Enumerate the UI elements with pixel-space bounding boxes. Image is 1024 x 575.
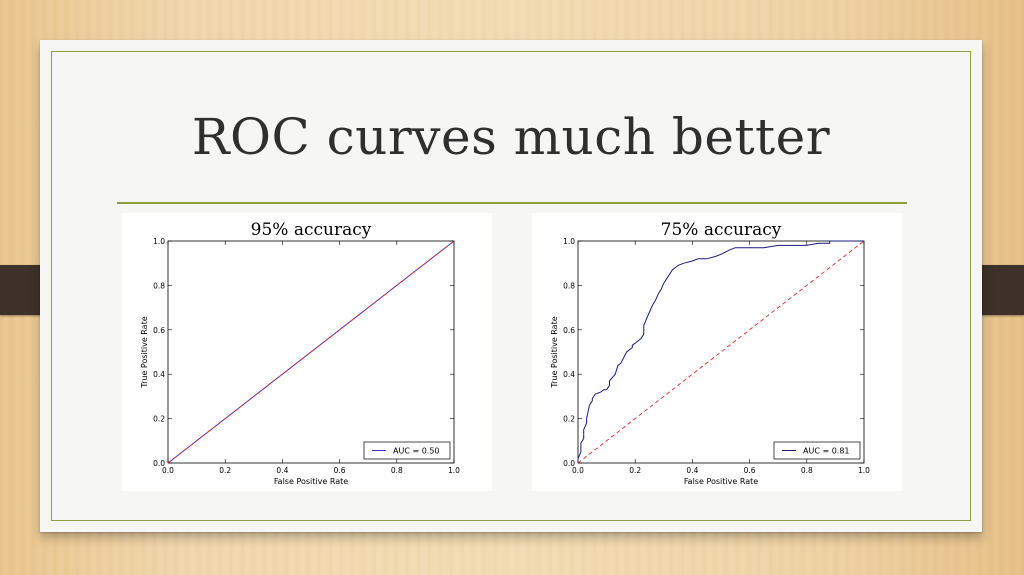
chart1-y-tick-label: 0.8 — [153, 281, 165, 290]
chart1-x-tick-label: 1.0 — [448, 466, 460, 475]
chart2-legend-box — [773, 441, 861, 460]
chart1-x-tick-label: 0.4 — [276, 466, 288, 475]
chart1-series-chance-line — [167, 240, 455, 464]
chart2-series-roc-curve — [577, 240, 864, 463]
chart2-y-tick-label: 0.2 — [563, 415, 575, 424]
chart2-y-tick-label: 0.0 — [563, 459, 575, 468]
chart1-y-tick-label: 0.6 — [153, 326, 165, 335]
chart1-y-tick-label: 1.0 — [153, 237, 165, 246]
slide-title: ROC curves much better — [191, 108, 831, 166]
roc-chart-2-svg: 75% accuracy 0.0 0.2 0.4 0.6 0.8 1.0 0.0 0.2 0.4 0… — [550, 220, 870, 486]
chart2-x-tick-label: 0.4 — [686, 466, 698, 475]
chart1-x-tick-label: 0.0 — [162, 466, 174, 475]
roc-chart-1: 95% accuracy 0.0 0.2 0.4 0.6 0.8 1.0 0.0 0.2 0.4 0… — [122, 213, 492, 491]
chart2-title: 75% accuracy — [661, 220, 782, 240]
chart2-y-tick-label: 1.0 — [563, 237, 575, 246]
chart1-x-tick-label: 0.8 — [391, 466, 403, 475]
slide-border — [51, 51, 971, 521]
chart2-y-tick-label: 0.6 — [563, 326, 575, 335]
chart1-x-tick-label: 0.2 — [219, 466, 231, 475]
chart2-y-tick-label: 0.4 — [563, 370, 575, 379]
chart2-series-chance-line — [577, 240, 865, 464]
chart2-x-axis-label: False Positive Rate — [684, 477, 758, 486]
chart1-legend-label: AUC = 0.50 — [393, 447, 440, 456]
chart1-x-tick-label: 0.6 — [334, 466, 346, 475]
chart1-y-axis-label: True Positive Rate — [140, 316, 149, 388]
title-rule — [117, 202, 907, 204]
chart2-legend-label: AUC = 0.81 — [803, 447, 850, 456]
chart2-x-tick-label: 0.0 — [572, 466, 584, 475]
chart2-x-tick-label: 1.0 — [858, 466, 870, 475]
chart2-x-tick-label: 0.8 — [801, 466, 813, 475]
roc-chart-1-svg: 95% accuracy 0.0 0.2 0.4 0.6 0.8 1.0 0.0 0.2 0.4 0… — [140, 220, 460, 486]
chart1-legend-box — [363, 441, 451, 460]
chart2-y-tick-label: 0.8 — [563, 281, 575, 290]
slide: ROC curves much better 95% accuracy 0.0 0.… — [40, 40, 982, 532]
chart1-title: 95% accuracy — [251, 220, 372, 240]
chart1-y-tick-label: 0.0 — [153, 459, 165, 468]
chart1-x-axis-label: False Positive Rate — [274, 477, 348, 486]
chart1-y-tick-label: 0.2 — [153, 415, 165, 424]
chart2-y-axis-label: True Positive Rate — [550, 316, 559, 388]
chart2-plot-frame — [577, 240, 865, 464]
chart1-y-tick-label: 0.4 — [153, 370, 165, 379]
chart2-x-tick-label: 0.2 — [629, 466, 641, 475]
chart2-x-tick-label: 0.6 — [744, 466, 756, 475]
roc-chart-2: 75% accuracy 0.0 0.2 0.4 0.6 0.8 1.0 0.0 0.2 0.4 0… — [532, 213, 902, 491]
